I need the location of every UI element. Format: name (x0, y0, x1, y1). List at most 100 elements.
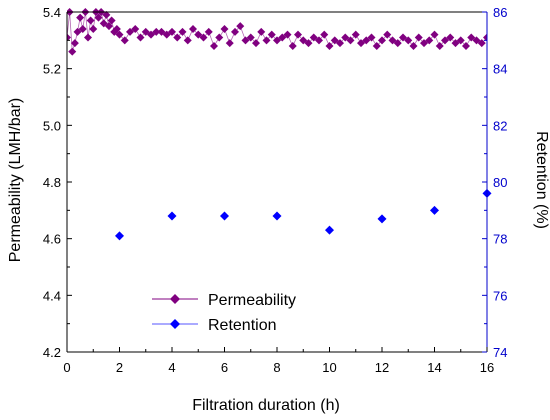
permeability-point (68, 47, 77, 56)
retention-point (377, 214, 387, 224)
permeability-point (73, 27, 82, 36)
retention-point (115, 231, 124, 241)
permeability-point (299, 36, 308, 45)
permeability-point (425, 36, 434, 45)
permeability-point (78, 25, 87, 33)
permeability-point (346, 36, 355, 45)
x-tick-label: 8 (273, 360, 280, 375)
permeability-point (178, 27, 187, 36)
y-left-tick-label: 4.2 (43, 345, 61, 360)
permeability-point (388, 36, 397, 45)
permeability-point (86, 16, 95, 25)
y-right-tick-label: 86 (493, 5, 507, 20)
legend-retention-label: Retention (208, 317, 277, 334)
x-tick-label: 10 (322, 360, 336, 375)
permeability-point (430, 30, 439, 39)
permeability-point (367, 33, 376, 42)
legend-permeability-marker (170, 294, 180, 304)
permeability-point (341, 33, 350, 42)
permeability-point (257, 27, 266, 36)
retention-point (167, 211, 177, 221)
permeability-point (351, 30, 360, 39)
permeability-point (94, 13, 103, 22)
permeability-point (283, 30, 292, 39)
permeability-point (288, 42, 297, 50)
y-right-tick-label: 82 (493, 118, 507, 133)
permeability-point (309, 33, 318, 42)
y-axis-left-title: Permeability (LMH/bar) (7, 98, 24, 262)
retention-point (220, 211, 229, 221)
plot-series-group (67, 8, 487, 56)
y-right-tick-label: 80 (493, 175, 507, 190)
permeability-point (210, 42, 218, 50)
permeability-point (194, 30, 203, 39)
x-tick-label: 14 (427, 360, 441, 375)
permeability-point (294, 30, 302, 39)
permeability-point (147, 30, 155, 39)
permeability-point (404, 36, 413, 45)
permeability-point (330, 36, 339, 45)
retention-point (272, 211, 282, 221)
permeability-point (273, 36, 281, 45)
permeability-point (357, 39, 365, 48)
permeability-point (435, 42, 444, 50)
y-left-tick-label: 4.4 (43, 288, 61, 303)
permeability-point (372, 42, 381, 50)
permeability-point (456, 36, 465, 45)
permeability-point (120, 36, 129, 45)
plot-area (67, 8, 492, 241)
y-right-tick-label: 78 (493, 232, 507, 247)
permeability-point (236, 22, 245, 31)
permeability-point (89, 25, 98, 33)
permeability-point (414, 33, 423, 42)
y-right-tick-label: 74 (493, 345, 507, 360)
axes: 0 2 4 6 8 10 12 14 16 4.2 4.4 4.6 4.8 5.0 5.2 5.4 74 76 78… (43, 5, 508, 375)
permeability-point (136, 33, 145, 42)
permeability-point (378, 36, 386, 45)
permeability-point (246, 33, 255, 42)
x-tick-label: 16 (480, 360, 494, 375)
permeability-point (183, 36, 192, 45)
y-left-tick-label: 4.8 (43, 175, 61, 190)
permeability-point (220, 25, 229, 33)
permeability-point (162, 30, 171, 39)
permeability-point (84, 33, 92, 42)
x-tick-label: 0 (63, 360, 70, 375)
permeability-point (393, 39, 402, 48)
permeability-point (441, 36, 449, 45)
permeability-point (362, 36, 371, 45)
legend: Permeability Retention (152, 292, 296, 334)
permeability-point (70, 39, 79, 48)
permeability-point (462, 42, 470, 50)
permeability-point (315, 36, 323, 45)
y-axis-right-title: Retention (%) (533, 131, 550, 229)
permeability-point (409, 42, 418, 50)
permeability-point (157, 27, 166, 36)
x-tick-label: 2 (116, 360, 123, 375)
y-right-tick-label: 84 (493, 62, 507, 77)
permeability-point (215, 33, 224, 42)
permeability-point (483, 33, 487, 42)
permeability-point (107, 16, 116, 25)
permeability-point (399, 33, 407, 42)
permeability-point (225, 39, 234, 48)
permeability-point (131, 25, 140, 33)
legend-retention-marker (170, 319, 180, 329)
permeability-point (278, 33, 287, 42)
legend-permeability-label: Permeability (208, 292, 296, 309)
permeability-point (472, 36, 481, 45)
permeability-point (112, 25, 121, 33)
x-axis-title: Filtration duration (h) (192, 397, 340, 414)
y-right-tick-label: 76 (493, 288, 507, 303)
y-left-tick-label: 5.4 (43, 5, 61, 20)
y-left-tick-label: 5.0 (43, 118, 61, 133)
permeability-point (231, 27, 239, 36)
retention-point (325, 225, 334, 235)
permeability-point (467, 33, 476, 42)
permeability-point (99, 19, 108, 28)
permeability-point (102, 10, 111, 19)
permeability-point (336, 39, 344, 48)
permeability-point (105, 22, 113, 31)
x-tick-label: 6 (221, 360, 228, 375)
